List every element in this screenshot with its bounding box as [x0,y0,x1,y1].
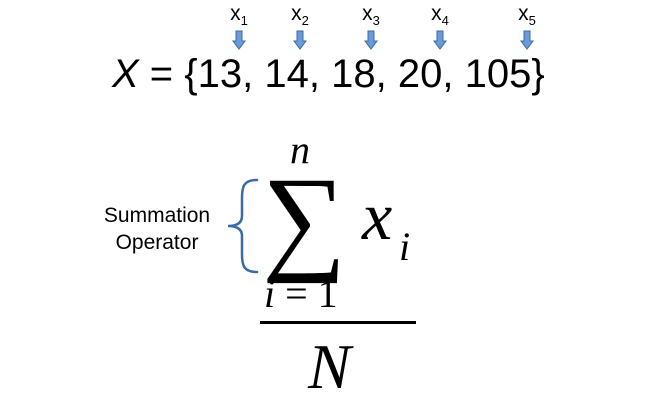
summand-subscript: i [399,224,411,269]
label-x2-sub: 2 [301,13,309,28]
curly-brace-icon [227,178,259,274]
arrow-down-icon [293,30,307,50]
set-value-5: 105 [464,52,532,96]
arrow-down-icon [433,30,447,50]
set-open: = { [138,52,198,96]
label-x5-base: x [518,2,529,25]
label-x5-sub: 5 [528,13,536,28]
label-x5: x5 [518,2,536,28]
set-close: } [531,52,545,96]
arrow-down-icon [520,30,534,50]
label-x1-base: x [230,2,241,25]
denominator: N [308,331,351,402]
label-x4: x4 [431,2,449,28]
label-x3-base: x [362,2,373,25]
arrow-down-icon [232,30,246,50]
operator-label-line1: Summation [103,204,211,227]
arrow-down-icon [364,30,378,50]
lower-limit-variable: i [264,271,276,316]
label-x1: x1 [230,2,248,28]
set-separator: , [242,52,265,96]
lower-limit: i = 1 [264,272,338,316]
set-variable: X [112,52,139,96]
set-separator: , [375,52,398,96]
lower-limit-value: = 1 [275,271,338,316]
set-value-1: 13 [197,52,243,96]
operator-label-line2: Operator [115,231,199,254]
label-x2-base: x [291,2,302,25]
set-value-3: 18 [331,52,376,96]
label-x4-base: x [431,2,442,25]
upper-limit: n [290,127,310,172]
set-value-2: 14 [264,52,309,96]
label-x3-sub: 3 [372,13,380,28]
set-separator: , [442,52,465,96]
label-x4-sub: 4 [441,13,449,28]
summation-operator-label: Summation Operator [82,202,232,256]
sigma-symbol: ∑ [262,153,347,284]
label-x3: x3 [362,2,380,28]
summand-variable: x [362,178,393,254]
set-expression: X = {13, 14, 18, 20, 105} [112,50,545,98]
fraction-bar [260,321,416,324]
set-separator: , [308,52,332,96]
set-value-4: 20 [397,52,443,96]
label-x2: x2 [291,2,309,28]
label-x1-sub: 1 [240,13,248,28]
